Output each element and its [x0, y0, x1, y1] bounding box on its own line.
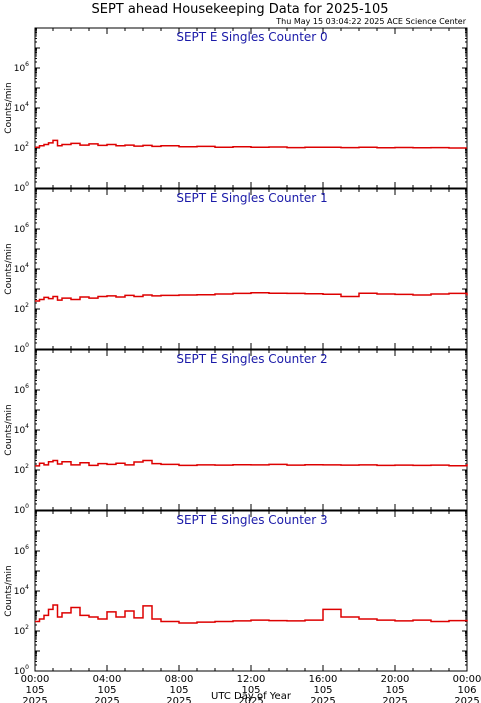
y-tick-label: 102: [14, 463, 29, 476]
x-tick-year: 2025: [22, 696, 47, 703]
y-tick-label: 100: [14, 664, 29, 677]
x-tick-day: 105: [241, 685, 260, 696]
y-axis-label: Counts/min: [4, 243, 14, 294]
panel-1: 100 102 104 106 SEPT E Singles Counter 1 Coun…: [4, 188, 468, 355]
x-tick-year: 2025: [310, 696, 335, 703]
series-line: [35, 291, 468, 302]
x-tick-time: 00:00: [21, 674, 50, 685]
y-tick-label: 106: [14, 222, 29, 235]
y-tick-label: 104: [14, 584, 29, 597]
panel-title: SEPT E Singles Counter 1: [176, 191, 327, 205]
x-tick-day: 105: [313, 685, 332, 696]
x-tick-year: 2025: [166, 696, 191, 703]
y-tick-label: 104: [14, 101, 29, 114]
y-axis-label: Counts/min: [4, 565, 14, 616]
y-tick-label: 100: [14, 342, 29, 355]
panel-title: SEPT E Singles Counter 2: [176, 352, 327, 366]
y-tick-label: 102: [14, 624, 29, 637]
series-line: [35, 604, 468, 624]
x-tick-time: 16:00: [309, 674, 338, 685]
panels: 100 102 104 106 SEPT E Singles Counter 0 Coun…: [4, 27, 468, 677]
x-tick-year: 2025: [238, 696, 263, 703]
x-tick-year: 2025: [94, 696, 119, 703]
x-tick-day: 105: [25, 685, 44, 696]
y-tick-label: 102: [14, 141, 29, 154]
x-tick-day: 105: [385, 685, 404, 696]
panel-0: 100 102 104 106 SEPT E Singles Counter 0 Coun…: [4, 27, 468, 194]
panel-title: SEPT E Singles Counter 3: [176, 513, 327, 527]
y-axis-label: Counts/min: [4, 82, 14, 133]
panel-2: 100 102 104 106 SEPT E Singles Counter 2 Coun…: [4, 349, 468, 516]
y-tick-label: 106: [14, 61, 29, 74]
figure-title: SEPT ahead Housekeeping Data for 2025-10…: [92, 2, 389, 17]
x-tick-day: 105: [97, 685, 116, 696]
panel-3: 100 102 104 106 SEPT E Singles Counter 3 Coun…: [4, 510, 468, 677]
panel-title: SEPT E Singles Counter 0: [176, 30, 327, 44]
x-tick-day: 106: [457, 685, 476, 696]
x-tick-time: 00:00: [453, 674, 481, 685]
y-tick-label: 104: [14, 423, 29, 436]
x-tick-time: 08:00: [165, 674, 194, 685]
x-tick-time: 12:00: [237, 674, 266, 685]
y-tick-label: 102: [14, 302, 29, 315]
panel-frame: [34, 349, 468, 511]
y-tick-label: 100: [14, 503, 29, 516]
y-axis-label: Counts/min: [4, 404, 14, 455]
x-tick-year: 2025: [454, 696, 479, 703]
x-axis-label: UTC Day of Year: [211, 691, 292, 702]
y-tick-label: 106: [14, 383, 29, 396]
panel-frame: [34, 27, 468, 189]
series-line: [35, 139, 467, 149]
x-tick-day: 105: [169, 685, 188, 696]
panel-frame: [34, 510, 468, 672]
y-tick-label: 106: [14, 544, 29, 557]
x-tick-time: 04:00: [93, 674, 122, 685]
panel-frame: [34, 188, 468, 350]
y-tick-label: 104: [14, 262, 29, 275]
generation-timestamp: Thu May 15 03:04:22 2025 ACE Science Cen…: [275, 17, 466, 26]
x-tick-year: 2025: [382, 696, 407, 703]
series-line: [35, 459, 468, 467]
x-axis: 00:00105202504:00105202508:00105202512:0…: [21, 674, 481, 703]
x-tick-time: 20:00: [381, 674, 410, 685]
y-tick-label: 100: [14, 181, 29, 194]
